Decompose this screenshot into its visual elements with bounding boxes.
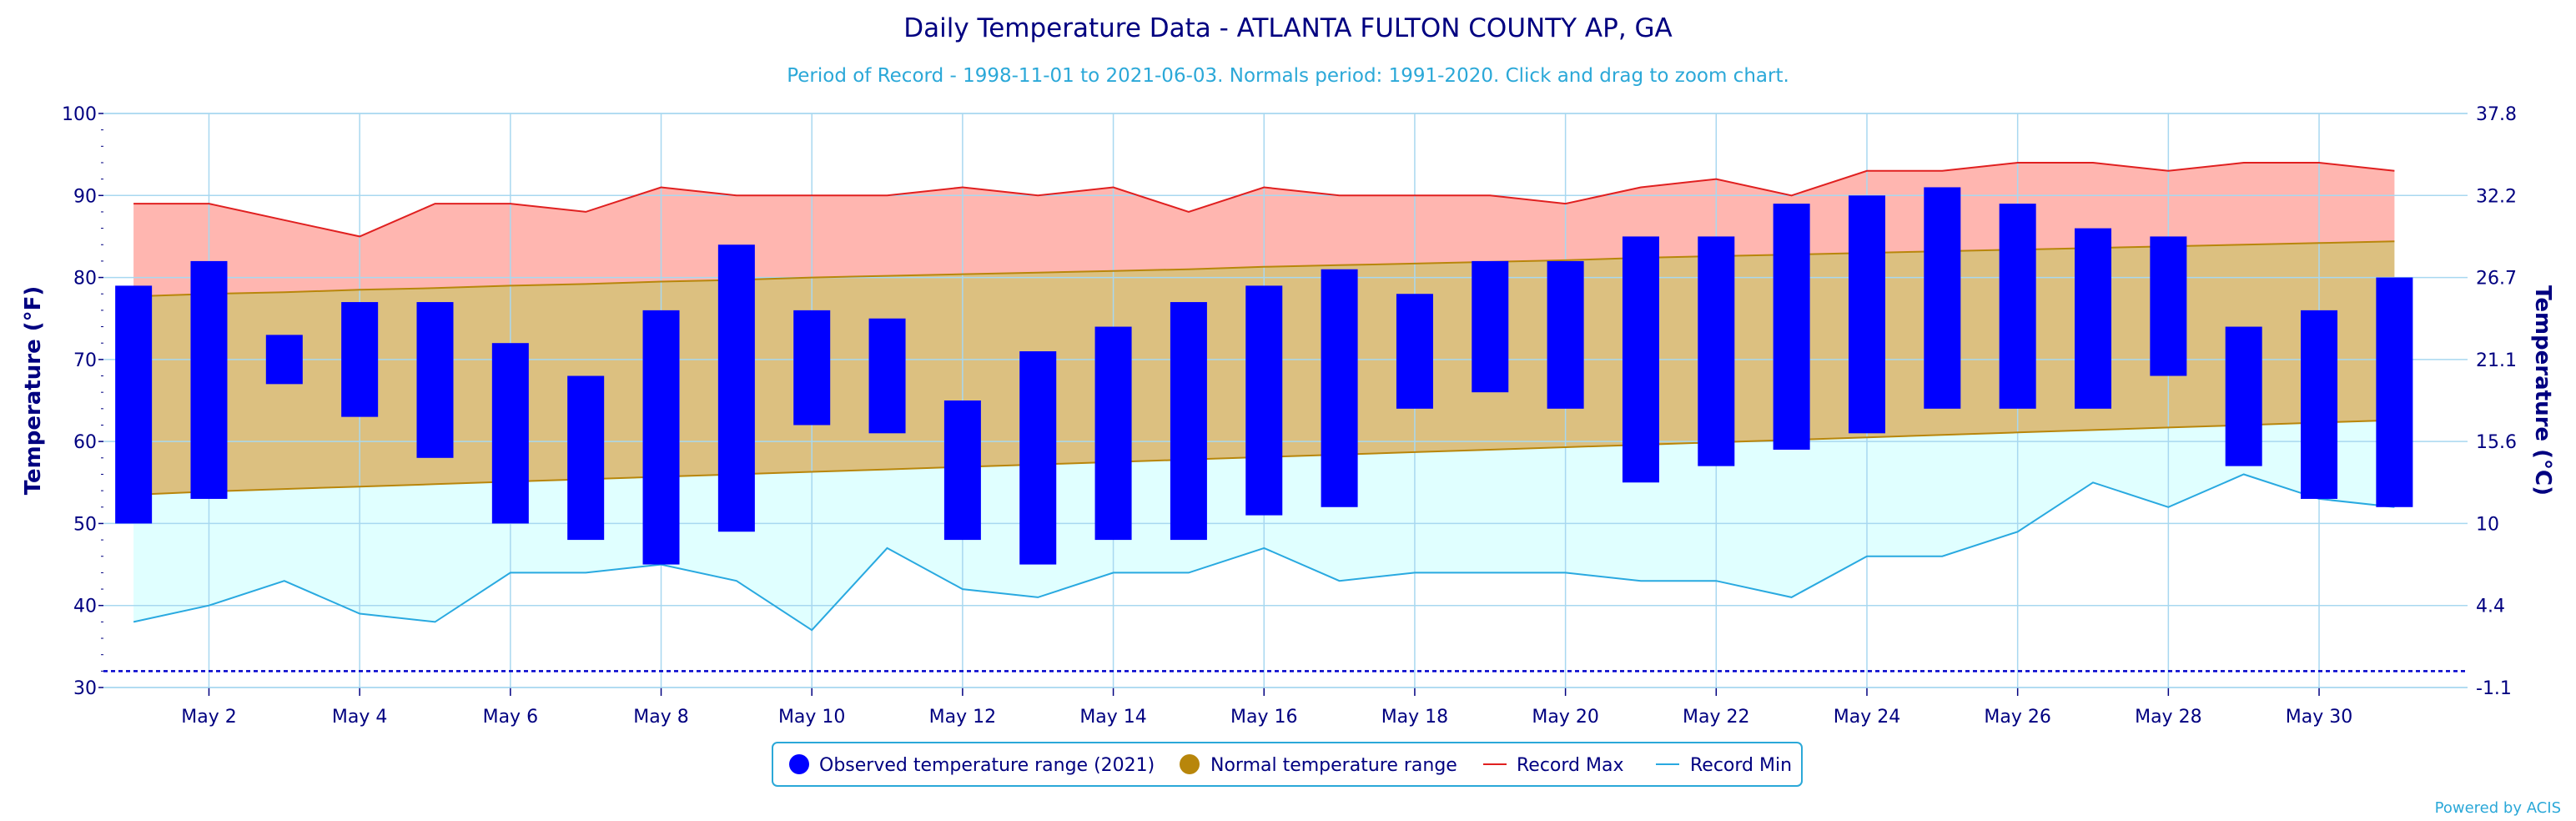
observed-range-bar[interactable] [2301, 310, 2338, 499]
legend-box [772, 742, 1803, 787]
x-tick-label: May 12 [929, 707, 996, 728]
y2-tick-label: -1.1 [2476, 678, 2512, 699]
observed-range-bar[interactable] [1472, 260, 1509, 393]
observed-range-bar[interactable] [717, 244, 755, 532]
observed-range-bar[interactable] [2376, 277, 2413, 507]
observed-range-bar[interactable] [265, 335, 303, 385]
x-tick-label: May 8 [633, 707, 688, 728]
x-tick-label: May 28 [2135, 707, 2201, 728]
chart-subtitle: Period of Record - 1998-11-01 to 2021-06… [787, 65, 1789, 87]
observed-range-bar[interactable] [793, 310, 831, 426]
observed-range-bar[interactable] [190, 260, 228, 499]
legend-record-max-label[interactable]: Record Max [1517, 755, 1624, 776]
y2-tick-label: 15.6 [2476, 432, 2517, 453]
y-tick-label: 80 [73, 269, 97, 290]
legend-observed-label[interactable]: Observed temperature range (2021) [819, 755, 1155, 776]
observed-range-bar[interactable] [115, 285, 153, 524]
observed-range-bar[interactable] [1396, 294, 1433, 409]
observed-range-bar[interactable] [1245, 285, 1283, 516]
y2-tick-label: 4.4 [2476, 597, 2505, 617]
legend-record-min-label[interactable]: Record Min [1690, 755, 1792, 776]
observed-range-bar[interactable] [1170, 302, 1207, 541]
x-tick-label: May 6 [483, 707, 538, 728]
y2-tick-label: 26.7 [2476, 269, 2517, 290]
y2-tick-label: 37.8 [2476, 104, 2517, 125]
x-tick-label: May 26 [1984, 707, 2050, 728]
observed-range-bar[interactable] [2150, 236, 2187, 376]
y-tick-label: 90 [73, 186, 97, 207]
x-tick-label: May 20 [1532, 707, 1598, 728]
credit-link[interactable]: Powered by ACIS [2435, 799, 2561, 817]
y-axis-title: Temperature (°F) [21, 286, 46, 496]
observed-range-bar[interactable] [1019, 351, 1057, 565]
record-min-line[interactable] [133, 473, 2395, 632]
observed-range-bar[interactable] [416, 302, 454, 458]
observed-range-bar[interactable] [1622, 236, 1659, 483]
x-tick-label: May 30 [2286, 707, 2352, 728]
observed-range-bar[interactable] [642, 310, 680, 565]
x-tick-label: May 14 [1079, 707, 1146, 728]
x-tick-label: May 10 [778, 707, 845, 728]
record-max-line[interactable] [133, 162, 2395, 238]
chart-title: Daily Temperature Data - ATLANTA FULTON … [903, 13, 1673, 43]
legend-normal-marker[interactable] [1180, 754, 1200, 774]
x-tick-label: May 4 [332, 707, 387, 728]
x-tick-label: May 24 [1834, 707, 1900, 728]
observed-range-bar[interactable] [1321, 269, 1358, 507]
observed-range-bar[interactable] [1547, 260, 1584, 409]
y2-tick-label: 32.2 [2476, 186, 2517, 207]
observed-range-bar[interactable] [567, 375, 605, 541]
observed-range-bar[interactable] [341, 302, 379, 417]
observed-range-bar[interactable] [1999, 204, 2036, 409]
y-tick-label: 70 [73, 350, 97, 371]
observed-range-bar[interactable] [943, 400, 981, 541]
y-tick-label: 100 [62, 104, 97, 125]
x-tick-label: May 18 [1381, 707, 1448, 728]
observed-range-bar[interactable] [1924, 187, 1961, 409]
y-tick-label: 30 [73, 678, 97, 699]
plot-area[interactable]: 30 -1.1 40 4.4 50 10 60 15.6 70 21.1 80 26.7 90 32.2 1… [62, 104, 2517, 728]
x-tick-label: May 22 [1683, 707, 1749, 728]
observed-range-bar[interactable] [2075, 228, 2112, 409]
observed-range-bar[interactable] [868, 318, 906, 434]
observed-range-bar[interactable] [1094, 326, 1132, 541]
observed-range-bar[interactable] [1773, 204, 1810, 450]
observed-range-bar[interactable] [1698, 236, 1735, 466]
legend-observed-marker[interactable] [789, 754, 809, 774]
y-tick-label: 50 [73, 514, 97, 535]
y-tick-label: 60 [73, 432, 97, 453]
x-tick-label: May 16 [1230, 707, 1297, 728]
legend: Observed temperature range (2021) Normal… [772, 742, 1803, 787]
observed-range-bar[interactable] [1848, 195, 1885, 434]
x-tick-label: May 2 [181, 707, 236, 728]
y2-tick-label: 10 [2476, 514, 2499, 535]
y-tick-label: 40 [73, 597, 97, 617]
y2-tick-label: 21.1 [2476, 350, 2517, 371]
y2-axis-title: Temperature (°C) [2530, 285, 2555, 496]
observed-range-bar[interactable] [491, 343, 529, 524]
observed-range-bar[interactable] [2225, 326, 2262, 466]
legend-normal-label[interactable]: Normal temperature range [1210, 755, 1457, 776]
